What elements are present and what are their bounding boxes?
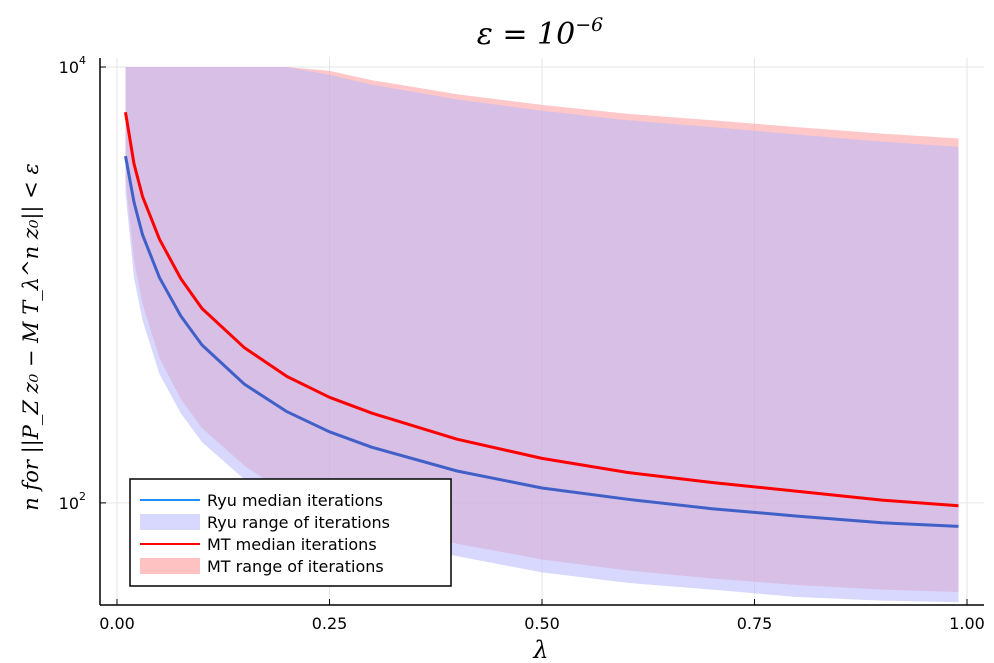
ryu-median-line	[124, 155, 959, 528]
legend-box	[129, 478, 452, 587]
x-tick-label: 0.00	[99, 614, 135, 633]
legend-label: MT range of iterations	[207, 557, 384, 576]
legend-label: MT median iterations	[207, 535, 377, 554]
x-axis-ticks: 0.00 0.25 0.50 0.75 1.00	[99, 599, 985, 633]
y-axis-ticks: 102 104	[59, 54, 106, 513]
legend-label: Ryu range of iterations	[207, 513, 390, 532]
legend-patch-swatch	[140, 558, 200, 574]
x-tick-label: 1.00	[949, 614, 985, 633]
y-tick-label: 102	[59, 490, 86, 513]
chart-title: ε = 10−6	[477, 14, 604, 52]
legend-label: Ryu median iterations	[207, 491, 383, 510]
x-tick-label: 0.25	[312, 614, 348, 633]
y-axis-label: n for ||P_Z z₀ − M T_λ^n z₀|| < ε	[19, 163, 44, 510]
x-tick-label: 0.50	[524, 614, 560, 633]
legend: Ryu median iterations Ryu range of iterat…	[129, 478, 452, 587]
mt-median-line	[124, 112, 959, 508]
legend-patch-swatch	[140, 514, 200, 530]
x-tick-label: 0.75	[737, 614, 773, 633]
ryu-range-band	[125, 67, 959, 603]
y-tick-label: 104	[59, 54, 86, 77]
x-axis-label: λ	[532, 636, 548, 663]
plot-area	[124, 67, 959, 603]
